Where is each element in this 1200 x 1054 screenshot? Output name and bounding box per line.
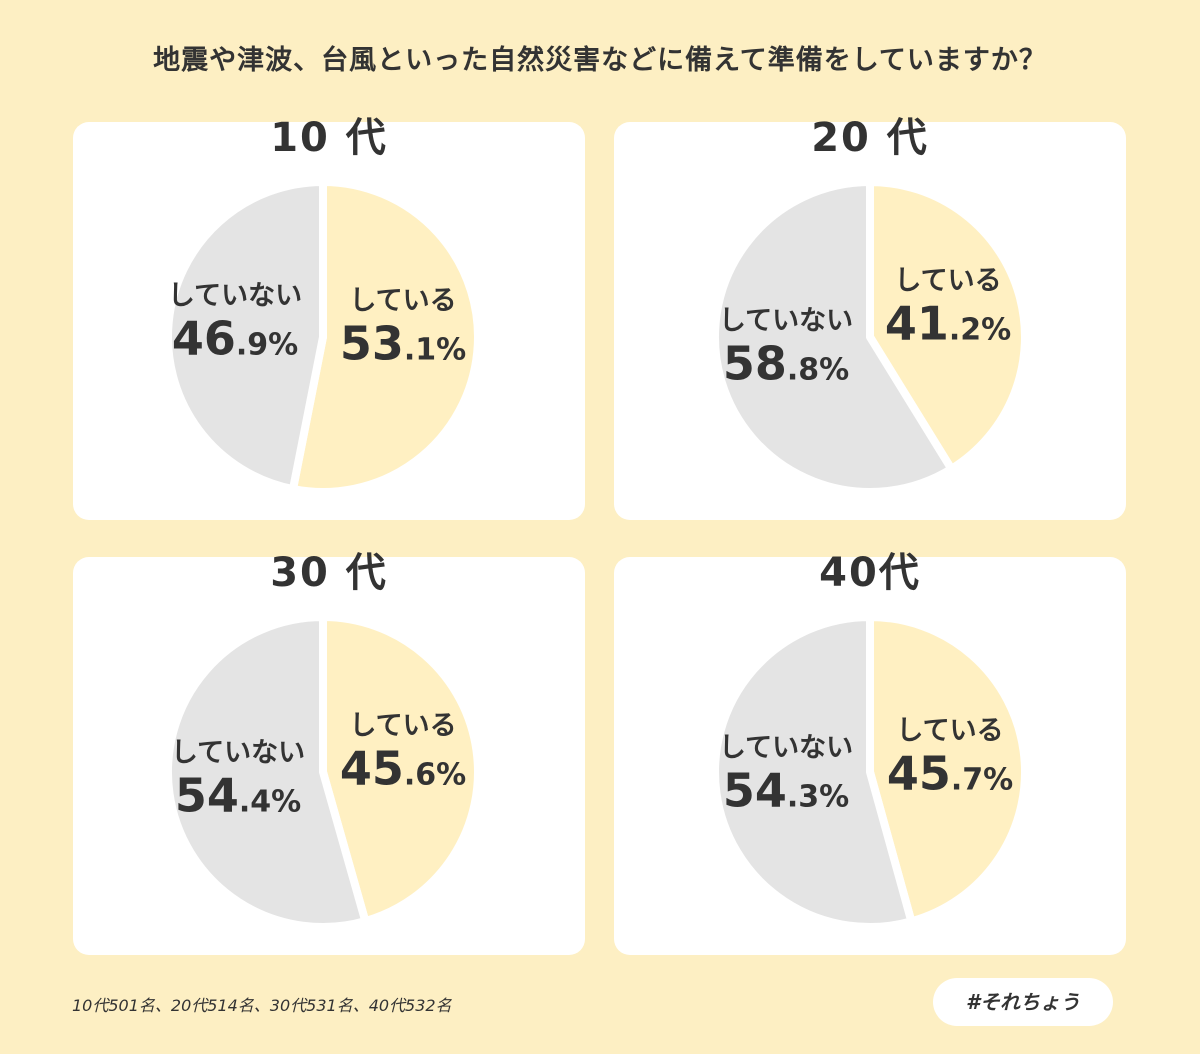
percent-decimal: .6% — [403, 757, 467, 793]
slice-percent: 54.3% — [719, 766, 853, 827]
percent-decimal: .4% — [238, 784, 302, 820]
percent-decimal: .2% — [948, 312, 1012, 348]
percent-integer: 41 — [884, 296, 949, 351]
slice-percent: 45.6% — [340, 744, 466, 805]
percent-decimal: .7% — [950, 762, 1014, 798]
slice-percent: 53.1% — [340, 319, 466, 380]
slice-label-not-prepared: していない 46.9% — [168, 280, 302, 375]
respondent-counts: 10代501名、20代514名、30代531名、40代532名 — [72, 996, 452, 1015]
slice-text: していない — [167, 280, 303, 312]
pie-slice-not-prepared — [711, 178, 956, 496]
percent-integer: 46 — [171, 311, 236, 366]
percent-decimal: .9% — [235, 327, 299, 363]
percent-integer: 54 — [722, 763, 787, 818]
slice-label-prepared: している 53.1% — [340, 285, 466, 380]
percent-decimal: .1% — [403, 332, 467, 368]
pie-slice-not-prepared — [163, 178, 327, 494]
slice-percent: 54.4% — [171, 771, 305, 832]
chart-card-40s: している 45.7% していない 54.3% — [614, 557, 1126, 955]
slice-percent: 58.8% — [719, 339, 853, 400]
slice-text: している — [349, 285, 457, 317]
percent-decimal: .3% — [786, 779, 850, 815]
percent-integer: 54 — [174, 768, 239, 823]
slice-percent: 41.2% — [885, 299, 1011, 360]
hashtag-badge: #それちょう — [933, 978, 1113, 1026]
slice-text: していない — [170, 737, 306, 769]
pie-chart-30s — [163, 613, 482, 931]
percent-integer: 58 — [722, 336, 787, 391]
chart-title-30s: 30 代 — [270, 550, 388, 596]
slice-label-prepared: している 45.6% — [340, 710, 466, 805]
pie-slice-prepared — [866, 613, 1029, 926]
pie-chart-10s — [163, 178, 482, 496]
chart-title-10s: 10 代 — [270, 115, 388, 161]
slice-text: している — [349, 710, 457, 742]
percent-decimal: .8% — [786, 352, 850, 388]
slice-label-not-prepared: していない 58.8% — [719, 305, 853, 400]
pie-slice-not-prepared — [711, 613, 916, 931]
pie-chart-40s — [711, 613, 1029, 931]
slice-text: している — [894, 265, 1002, 297]
percent-integer: 53 — [339, 316, 404, 371]
percent-integer: 45 — [886, 746, 951, 801]
chart-title-20s: 20 代 — [811, 115, 929, 161]
page-title: 地震や津波、台風といった自然災害などに備えて準備をしていますか？ — [153, 45, 1047, 76]
percent-integer: 45 — [339, 741, 404, 796]
pie-chart-20s — [711, 178, 1029, 496]
slice-text: している — [896, 715, 1004, 747]
chart-title-40s: 40代 — [819, 550, 921, 596]
chart-card-30s: している 45.6% していない 54.4% — [73, 557, 585, 955]
slice-percent: 46.9% — [168, 314, 302, 375]
slice-label-prepared: している 41.2% — [885, 265, 1011, 360]
slice-percent: 45.7% — [887, 749, 1013, 810]
slice-text: していない — [718, 732, 854, 764]
slice-label-prepared: している 45.7% — [887, 715, 1013, 810]
slice-label-not-prepared: していない 54.3% — [719, 732, 853, 827]
pie-slice-prepared — [289, 178, 482, 496]
slice-label-not-prepared: していない 54.4% — [171, 737, 305, 832]
chart-card-10s: している 53.1% していない 46.9% — [73, 122, 585, 520]
slice-text: していない — [718, 305, 854, 337]
pie-slice-prepared — [319, 613, 482, 926]
chart-card-20s: している 41.2% していない 58.8% — [614, 122, 1126, 520]
pie-slice-not-prepared — [163, 613, 370, 931]
